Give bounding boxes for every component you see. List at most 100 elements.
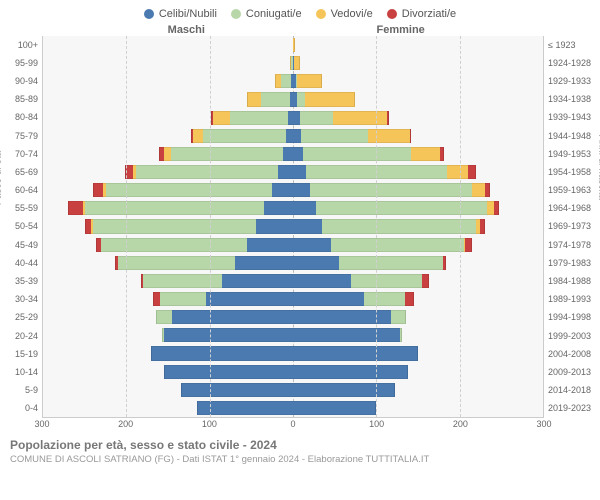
x-ticks: 3002001000100200300 — [42, 418, 544, 432]
y-axis-age: 100+95-9990-9485-8980-8475-7970-7465-696… — [0, 36, 42, 418]
age-label: 20-24 — [0, 327, 42, 345]
bar-row — [43, 217, 543, 235]
seg-married — [118, 256, 235, 270]
age-label: 95-99 — [0, 54, 42, 72]
seg-married — [136, 165, 278, 179]
seg-single — [293, 401, 376, 415]
seg-married — [322, 219, 476, 233]
age-label: 5-9 — [0, 382, 42, 400]
bar-row — [43, 127, 543, 145]
seg-divorced — [465, 238, 472, 252]
bar-row — [43, 326, 543, 344]
population-pyramid-chart: Celibi/NubiliConiugati/eVedovi/eDivorzia… — [0, 0, 600, 500]
seg-widowed — [213, 111, 230, 125]
seg-divorced — [153, 292, 160, 306]
birth-year-label: 1964-1968 — [544, 200, 600, 218]
legend-label: Coniugati/e — [246, 8, 302, 20]
birth-year-label: 1994-1998 — [544, 309, 600, 327]
seg-divorced — [422, 274, 429, 288]
seg-married — [156, 310, 173, 324]
bars — [43, 36, 543, 417]
female-bar — [293, 127, 543, 145]
seg-married — [297, 92, 305, 106]
birth-year-label: 2019-2023 — [544, 400, 600, 418]
female-bar — [293, 199, 543, 217]
seg-widowed — [333, 111, 387, 125]
seg-single — [293, 183, 310, 197]
female-bar — [293, 217, 543, 235]
legend-item: Vedovi/e — [316, 8, 373, 20]
seg-single — [293, 147, 303, 161]
seg-single — [278, 165, 293, 179]
female-bar — [293, 145, 543, 163]
legend-item: Divorziati/e — [387, 8, 456, 20]
seg-single — [293, 238, 331, 252]
female-bar — [293, 181, 543, 199]
seg-widowed — [472, 183, 485, 197]
seg-married — [203, 129, 286, 143]
legend-label: Divorziati/e — [402, 8, 456, 20]
birth-year-label: 1944-1948 — [544, 127, 600, 145]
seg-married — [106, 183, 273, 197]
female-bar — [293, 326, 543, 344]
birth-year-label: 1949-1953 — [544, 145, 600, 163]
male-bar — [43, 36, 293, 54]
bar-row — [43, 236, 543, 254]
seg-widowed — [164, 147, 171, 161]
male-header: Maschi — [39, 24, 293, 36]
seg-single — [293, 274, 351, 288]
seg-single — [256, 219, 294, 233]
seg-single — [293, 129, 301, 143]
y-axis-right-title: Anni di nascita — [597, 135, 600, 200]
seg-married — [160, 292, 206, 306]
age-label: 80-84 — [0, 109, 42, 127]
x-tick: 300 — [536, 419, 551, 429]
female-bar — [293, 54, 543, 72]
footer-title: Popolazione per età, sesso e stato civil… — [10, 438, 590, 452]
seg-single — [181, 383, 294, 397]
x-tick: 300 — [34, 419, 49, 429]
seg-widowed — [193, 129, 203, 143]
seg-single — [197, 401, 293, 415]
age-label: 100+ — [0, 36, 42, 54]
male-bar — [43, 181, 293, 199]
birth-year-label: 2014-2018 — [544, 382, 600, 400]
seg-widowed — [305, 92, 355, 106]
seg-single — [293, 219, 322, 233]
bar-row — [43, 344, 543, 362]
seg-single — [164, 365, 293, 379]
bar-row — [43, 163, 543, 181]
female-header: Femmine — [293, 24, 547, 36]
legend-swatch — [144, 9, 154, 19]
seg-single — [206, 292, 294, 306]
birth-year-label: 1939-1943 — [544, 109, 600, 127]
x-axis: 3002001000100200300 — [0, 418, 600, 432]
male-bar — [43, 272, 293, 290]
seg-divorced — [468, 165, 476, 179]
seg-divorced — [494, 201, 499, 215]
bar-row — [43, 363, 543, 381]
birth-year-label: 1929-1933 — [544, 72, 600, 90]
female-bar — [293, 90, 543, 108]
birth-year-label: 1974-1978 — [544, 236, 600, 254]
seg-married — [85, 201, 264, 215]
seg-single — [264, 201, 293, 215]
birth-year-label: 1954-1958 — [544, 163, 600, 181]
birth-year-label: 1989-1993 — [544, 291, 600, 309]
seg-widowed — [297, 74, 322, 88]
x-tick: 100 — [369, 419, 384, 429]
age-label: 0-4 — [0, 400, 42, 418]
legend-item: Coniugati/e — [231, 8, 302, 20]
seg-married — [339, 256, 443, 270]
seg-divorced — [443, 256, 446, 270]
seg-single — [222, 274, 293, 288]
seg-single — [283, 147, 293, 161]
age-label: 30-34 — [0, 291, 42, 309]
female-bar — [293, 109, 543, 127]
seg-single — [293, 111, 300, 125]
bar-row — [43, 308, 543, 326]
legend-label: Vedovi/e — [331, 8, 373, 20]
y-axis-left-title: Fasce di età — [0, 151, 4, 205]
age-label: 70-74 — [0, 145, 42, 163]
seg-divorced — [387, 111, 389, 125]
